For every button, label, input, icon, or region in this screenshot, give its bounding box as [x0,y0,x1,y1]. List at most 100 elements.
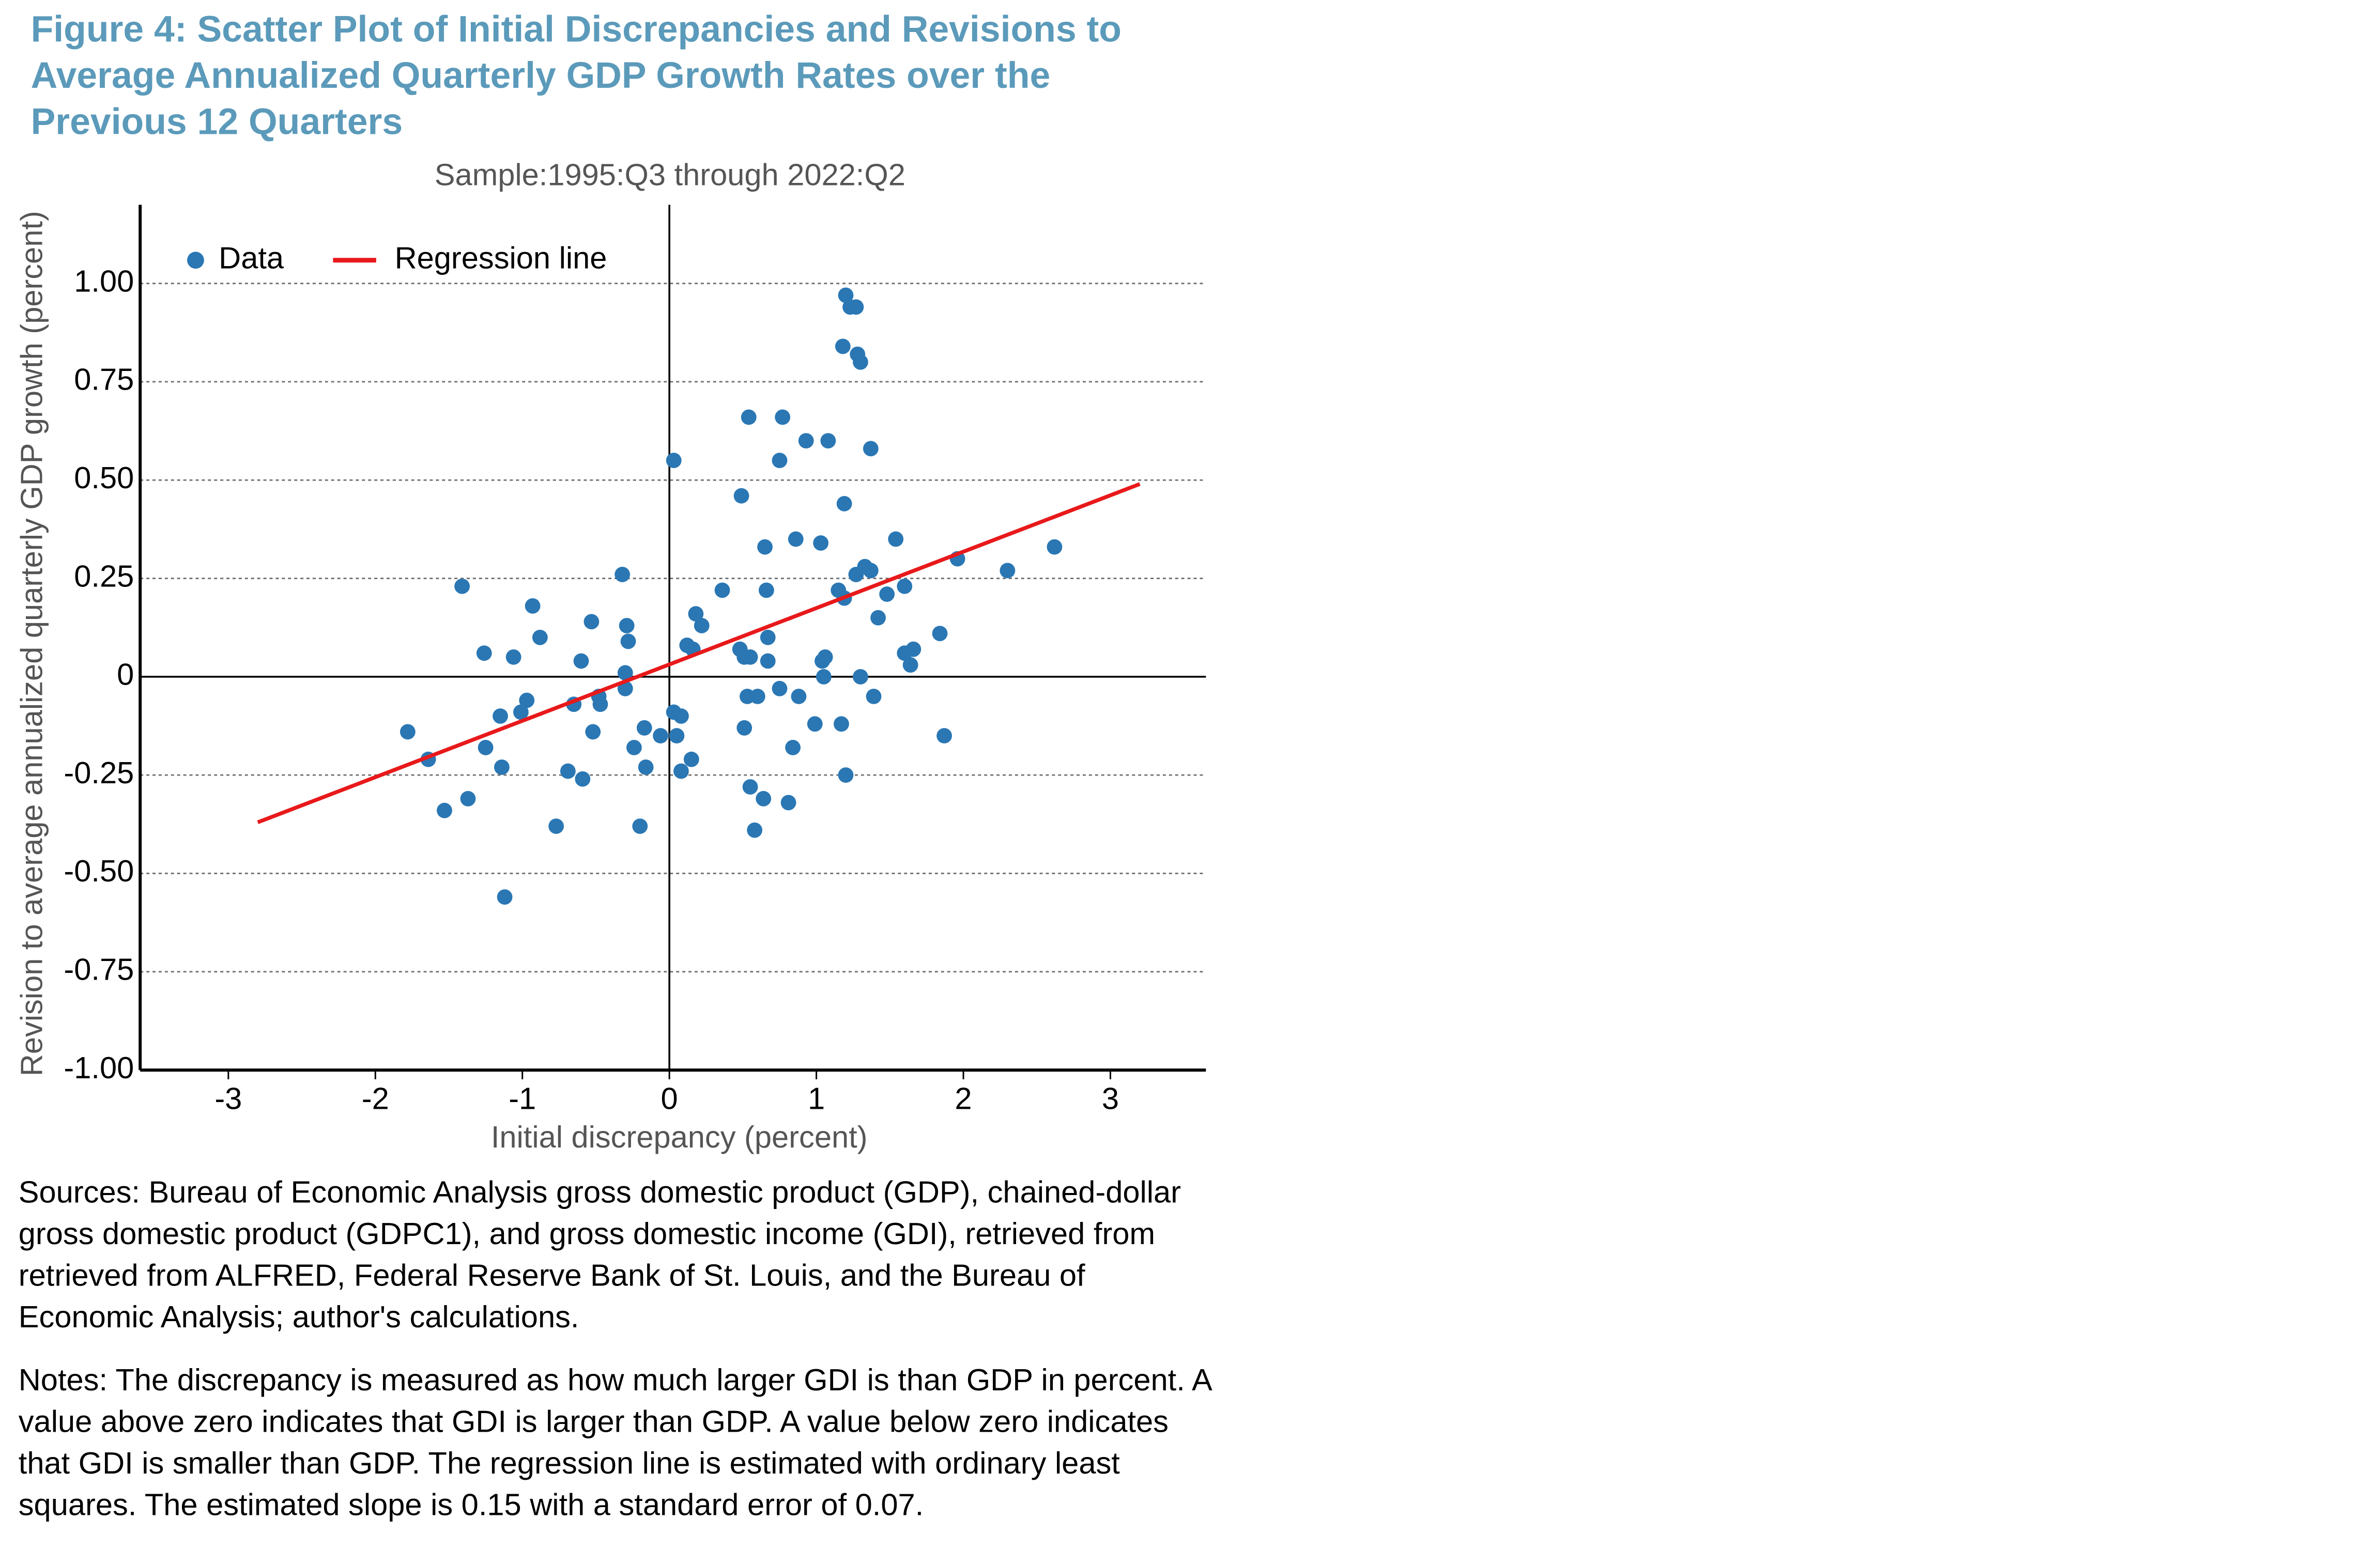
y-axis-label: Revision to average annualized quarterly… [14,211,49,1076]
data-point [626,739,642,755]
data-point [617,665,633,681]
x-tick-label: -2 [362,1081,389,1115]
data-point [741,409,757,425]
data-point [585,724,601,740]
data-point [813,535,829,551]
x-axis-label: Initial discrepancy (percent) [491,1120,868,1154]
data-point [760,653,776,669]
data-point [653,728,668,743]
data-point [560,763,576,779]
x-tick-label: -1 [509,1081,536,1115]
y-tick-label: 0.75 [74,362,134,397]
y-tick-label: -1.00 [64,1050,134,1085]
data-point [615,567,631,582]
data-point [848,299,864,315]
data-point [688,606,704,622]
data-point [1000,563,1016,579]
data-point [863,563,879,579]
chart-title: Figure 4: Scatter Plot of Initial Discre… [30,9,1122,144]
data-point [519,692,535,708]
data-point [798,433,814,448]
data-point [835,338,851,354]
data-point [494,760,510,775]
x-tick-label: 0 [661,1081,678,1115]
data-point [573,653,589,669]
data-point [791,689,807,704]
data-point [584,614,600,630]
data-point [816,669,832,685]
data-point [532,629,548,645]
data-point [1047,539,1063,555]
data-point [853,669,868,685]
data-point [400,724,416,740]
data-point [902,657,918,673]
data-point [505,649,521,665]
data-point [636,720,652,736]
data-point [525,598,541,614]
data-point [866,689,882,704]
data-point [785,739,801,755]
data-point [513,704,529,720]
legend-label: Data [219,240,284,275]
data-point [838,287,854,303]
x-tick-label: -3 [214,1081,242,1115]
data-point [632,818,648,834]
data-point [742,779,758,795]
data-point [454,578,470,594]
data-point [863,441,879,457]
data-point [714,582,730,598]
data-point [666,453,682,469]
data-point [673,708,689,724]
data-point [772,453,788,469]
x-tick-label: 3 [1102,1081,1119,1115]
legend-label: Regression line [395,240,607,275]
notes: Notes: The discrepancy is measured as ho… [18,1364,1211,1523]
y-tick-label: 0.50 [74,460,134,495]
data-point [548,818,564,834]
data-point [879,586,895,602]
data-point [673,763,689,779]
data-point [437,802,452,818]
data-point [820,433,836,448]
data-point [817,649,833,665]
regression-line [257,482,1141,824]
y-tick-label: -0.75 [64,952,134,987]
data-point [756,791,772,807]
data-point [620,633,636,649]
data-point [619,617,635,633]
y-tick-label: 0 [117,657,134,692]
chart-subtitle: Sample:1995:Q3 through 2022:Q2 [435,157,905,192]
data-point [870,610,886,626]
data-point [897,578,913,594]
data-point [497,889,513,905]
data-point [742,649,758,665]
data-point [493,708,508,724]
data-point [772,680,788,696]
data-point [460,791,476,807]
x-tick-label: 1 [808,1081,825,1115]
data-point [757,539,773,555]
data-point [760,629,776,645]
data-point [592,696,608,712]
data-point [747,822,763,838]
data-point [775,409,791,425]
data-point [478,739,494,755]
data-point [758,582,774,598]
data-point [834,716,849,732]
y-tick-label: 0.25 [74,559,134,593]
x-tick-label: 2 [955,1081,972,1115]
data-point [736,720,753,736]
data-point [749,689,765,704]
data-point [683,751,699,767]
data-point [905,641,922,657]
data-point [788,531,804,547]
data-point [694,617,710,633]
data-point [669,728,685,743]
data-point [476,645,492,661]
sources: Sources: Bureau of Economic Analysis gro… [18,1176,1181,1335]
data-point [932,626,948,642]
data-point [888,531,904,547]
data-point [838,767,854,783]
